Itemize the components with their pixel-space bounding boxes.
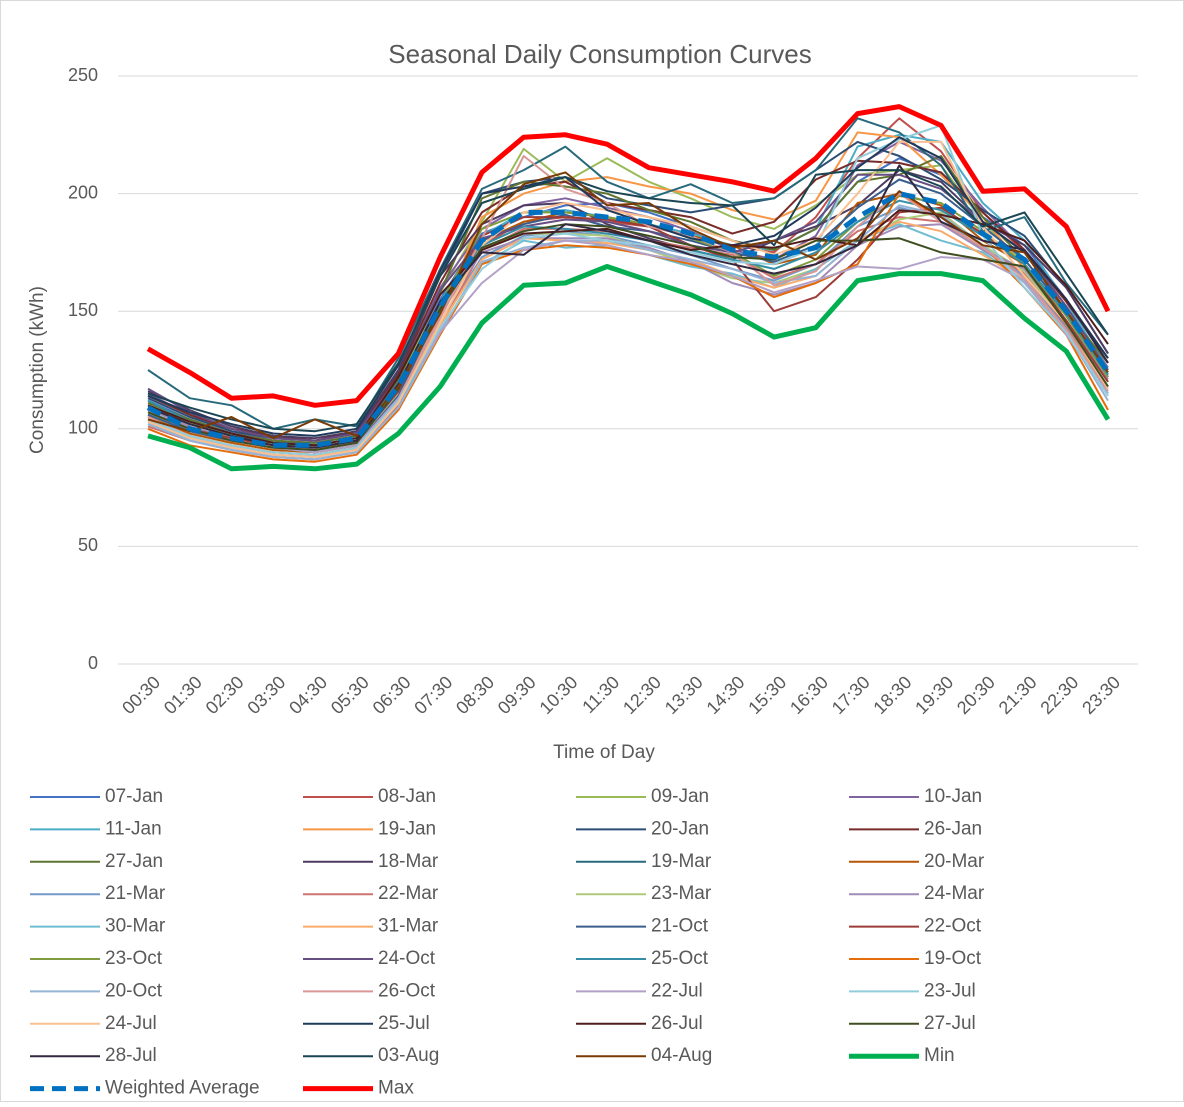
legend-label: 26-Oct xyxy=(378,980,436,1001)
y-tick-label: 200 xyxy=(68,182,98,202)
legend-label: Min xyxy=(924,1045,955,1066)
legend-label: 23-Mar xyxy=(651,883,712,904)
series-line xyxy=(147,264,1111,472)
series-line xyxy=(146,191,1111,448)
legend-label: 25-Jul xyxy=(378,1013,430,1034)
y-tick-label: 250 xyxy=(68,65,98,85)
legend-label: 04-Aug xyxy=(651,1045,712,1066)
legend-label: 03-Aug xyxy=(378,1045,439,1066)
legend-label: 20-Oct xyxy=(105,980,163,1001)
y-tick-label: 150 xyxy=(68,300,98,320)
legend-label: 26-Jan xyxy=(924,818,982,839)
legend-label: 10-Jan xyxy=(924,786,982,807)
legend-label: 24-Oct xyxy=(378,948,436,969)
legend-label: 31-Mar xyxy=(378,916,439,937)
series-line xyxy=(147,204,1109,461)
series-line xyxy=(146,104,1111,408)
legend-label: 19-Oct xyxy=(924,948,982,969)
legend-label: 21-Mar xyxy=(105,883,166,904)
legend-label: 24-Mar xyxy=(924,883,985,904)
legend-label: 11-Jan xyxy=(105,818,162,839)
legend-label: 25-Oct xyxy=(651,948,709,969)
legend-label: 22-Mar xyxy=(378,883,439,904)
series-line xyxy=(147,117,1109,430)
y-tick-label: 0 xyxy=(88,653,98,673)
legend-label: 19-Jan xyxy=(378,818,436,839)
legend-label: 23-Oct xyxy=(105,948,163,969)
legend-label: 30-Mar xyxy=(105,916,166,937)
y-tick-label: 100 xyxy=(68,418,98,438)
legend-label: 20-Mar xyxy=(924,851,985,872)
legend-label: Weighted Average xyxy=(105,1078,260,1099)
legend-label: 21-Oct xyxy=(651,916,709,937)
x-axis-title: Time of Day xyxy=(553,742,655,763)
legend-label: 19-Mar xyxy=(651,851,712,872)
legend-label: 24-Jul xyxy=(105,1013,157,1034)
legend-label: Max xyxy=(378,1078,414,1099)
legend-label: 23-Jul xyxy=(924,980,976,1001)
legend-label: 07-Jan xyxy=(105,786,163,807)
legend-label: 27-Jul xyxy=(924,1013,976,1034)
series-line xyxy=(147,124,1109,456)
legend-label: 20-Jan xyxy=(651,818,709,839)
y-tick-label: 50 xyxy=(78,535,98,555)
series-line xyxy=(147,155,1109,444)
chart-title: Seasonal Daily Consumption Curves xyxy=(388,39,811,69)
legend-label: 08-Jan xyxy=(378,786,436,807)
legend-label: 18-Mar xyxy=(378,851,439,872)
series-line xyxy=(147,171,1109,440)
legend-label: 27-Jan xyxy=(105,851,163,872)
legend-label: 26-Jul xyxy=(651,1013,703,1034)
legend-label: 09-Jan xyxy=(651,786,709,807)
series-line xyxy=(147,169,1109,433)
series-line xyxy=(147,223,1109,451)
legend-label: 28-Jul xyxy=(105,1045,157,1066)
legend-label: 22-Oct xyxy=(924,916,982,937)
series-line xyxy=(147,140,1109,458)
series-line xyxy=(147,239,1109,454)
legend-label: 22-Jul xyxy=(651,980,703,1001)
y-axis-title: Consumption (kWh) xyxy=(27,286,48,454)
